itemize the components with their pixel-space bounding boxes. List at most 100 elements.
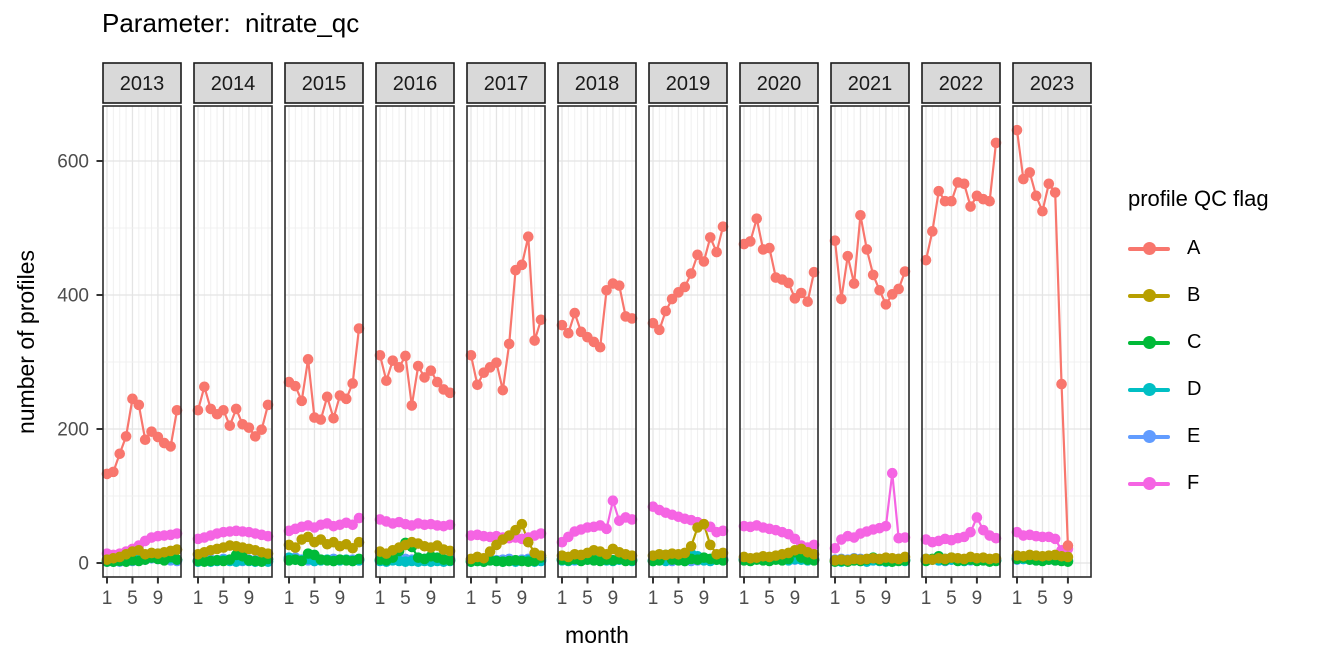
data-point-A xyxy=(412,360,424,372)
data-point-A xyxy=(1062,540,1074,551)
data-point-A xyxy=(328,412,339,424)
data-point-A xyxy=(302,354,314,365)
facet-panel-border xyxy=(1012,105,1092,578)
x-tick-label: 9 xyxy=(1063,588,1074,609)
legend-key-dot xyxy=(1142,336,1156,349)
x-axis-title: month xyxy=(565,622,629,648)
data-point-A xyxy=(192,404,204,416)
data-point-B xyxy=(171,544,183,555)
data-point-F xyxy=(965,526,976,538)
x-tick-label: 5 xyxy=(673,588,684,609)
x-tick-label: 1 xyxy=(1012,588,1023,609)
data-point-A xyxy=(243,422,255,433)
data-point-A xyxy=(654,324,665,336)
data-point-A xyxy=(425,365,437,377)
facet-panel-border xyxy=(921,105,1001,578)
legend: profile QC flag A B C D E F xyxy=(1128,186,1269,520)
data-point-A xyxy=(224,420,236,431)
facet-panel-border xyxy=(830,105,910,578)
legend-key-icon xyxy=(1128,335,1170,351)
data-point-A xyxy=(321,391,333,403)
legend-key-icon xyxy=(1128,429,1170,445)
legend-entry-D: D xyxy=(1128,378,1269,400)
page-title: Parameter: nitrate_qc xyxy=(102,8,360,38)
facet-strip xyxy=(1012,62,1092,104)
data-point-A xyxy=(920,254,932,266)
data-point-A xyxy=(855,209,866,221)
data-point-A xyxy=(808,266,820,278)
data-point-A xyxy=(120,431,132,442)
x-tick-label: 5 xyxy=(491,588,502,609)
data-point-A xyxy=(1056,378,1067,390)
legend-entry-label: E xyxy=(1187,425,1201,447)
facet-panel xyxy=(649,106,727,577)
data-point-F xyxy=(899,532,911,543)
data-point-B xyxy=(535,550,547,561)
data-point-A xyxy=(874,285,885,296)
data-point-A xyxy=(465,350,477,361)
data-point-A xyxy=(893,283,904,295)
legend-key-icon xyxy=(1128,241,1170,257)
data-point-F xyxy=(829,542,841,554)
data-point-A xyxy=(867,269,879,281)
data-point-F xyxy=(880,520,892,532)
data-point-A xyxy=(419,372,430,383)
x-tick-label: 9 xyxy=(699,588,710,609)
data-point-A xyxy=(249,431,261,442)
data-point-B xyxy=(698,518,710,530)
facet-strip-label: 2018 xyxy=(575,73,620,95)
data-point-A xyxy=(563,327,574,339)
data-point-A xyxy=(218,404,229,416)
data-point-A xyxy=(381,375,392,387)
x-tick-label: 9 xyxy=(790,588,801,609)
legend-title: profile QC flag xyxy=(1128,186,1269,211)
data-point-B xyxy=(1062,551,1074,563)
data-point-A xyxy=(745,236,756,247)
x-tick-label: 5 xyxy=(1037,588,1048,609)
legend-key-icon xyxy=(1128,476,1170,492)
legend-key-dot xyxy=(1142,383,1156,396)
facet-panel-border xyxy=(739,105,819,578)
x-tick-label: 5 xyxy=(400,588,411,609)
data-point-A xyxy=(406,400,418,411)
facet-strip xyxy=(102,62,182,104)
data-point-A xyxy=(315,414,327,425)
data-point-A xyxy=(472,379,483,391)
data-point-F xyxy=(601,523,612,535)
facet-strip xyxy=(284,62,364,104)
data-point-A xyxy=(522,231,534,243)
data-point-A xyxy=(199,381,210,393)
x-tick-label: 1 xyxy=(830,588,841,609)
data-point-A xyxy=(666,293,678,305)
data-point-B xyxy=(679,547,691,559)
data-point-B xyxy=(444,545,456,557)
facet-strip xyxy=(193,62,273,104)
x-tick-label: 1 xyxy=(193,588,204,609)
data-point-A xyxy=(431,376,443,388)
data-point-F xyxy=(886,467,898,479)
data-point-A xyxy=(444,387,456,399)
data-point-A xyxy=(133,399,145,411)
x-tick-label: 5 xyxy=(127,588,138,609)
data-point-A xyxy=(704,232,716,243)
data-point-A xyxy=(685,268,697,279)
data-point-A xyxy=(230,403,242,415)
data-point-A xyxy=(503,338,515,350)
legend-entry-C: C xyxy=(1128,331,1269,353)
data-point-A xyxy=(497,384,509,396)
legend-entry-label: A xyxy=(1187,237,1201,259)
data-point-A xyxy=(594,341,606,353)
data-point-A xyxy=(290,380,301,392)
data-point-A xyxy=(256,424,267,435)
data-point-A xyxy=(601,285,612,296)
data-point-A xyxy=(165,441,176,452)
data-point-A xyxy=(340,393,352,405)
x-tick-label: 9 xyxy=(153,588,164,609)
data-point-C xyxy=(444,555,456,566)
y-tick-label: 600 xyxy=(57,152,89,173)
data-point-A xyxy=(1037,205,1048,217)
data-point-A xyxy=(933,185,945,197)
data-point-F xyxy=(171,528,183,539)
x-tick-label: 9 xyxy=(244,588,255,609)
